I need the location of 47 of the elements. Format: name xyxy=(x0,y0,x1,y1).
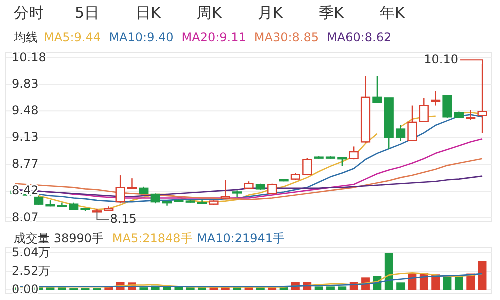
text: 年K xyxy=(380,4,406,22)
bar xyxy=(314,286,324,290)
candlestick xyxy=(442,95,452,119)
legend-title: 均线 xyxy=(13,30,38,44)
bar xyxy=(384,253,394,290)
legend-title: 成交量 38990手 xyxy=(14,231,104,246)
candlestick xyxy=(431,90,441,106)
text: MA60:8.62 xyxy=(327,30,392,44)
text: 季K xyxy=(319,4,345,22)
y-tick-label: 8.42 xyxy=(12,184,39,198)
candlestick xyxy=(302,157,312,176)
candlestick xyxy=(372,76,382,104)
text: 周K xyxy=(197,4,223,22)
bar xyxy=(478,261,487,290)
bar xyxy=(396,282,405,290)
y-tick-label: 8.07 xyxy=(12,210,39,224)
y-tick-label: 10.18 xyxy=(12,50,46,64)
bar xyxy=(338,286,347,290)
text: MA5:9.44 xyxy=(44,30,101,44)
y-tick-label: 9.83 xyxy=(12,76,39,91)
y-tick-label: 9.48 xyxy=(12,103,39,118)
text: MA30:8.85 xyxy=(254,30,319,44)
text: 日K xyxy=(136,4,162,22)
text: 月K xyxy=(258,4,284,22)
annotation: 10.10 xyxy=(424,52,459,66)
annotation: 8.15 xyxy=(110,212,137,226)
text: MA10:9.40 xyxy=(109,30,174,44)
y-tick-label: 8.77 xyxy=(12,157,39,172)
candlestick xyxy=(150,193,160,204)
candlestick xyxy=(408,105,418,142)
text: MA20:9.11 xyxy=(182,30,246,44)
candlestick xyxy=(466,110,476,121)
bar xyxy=(326,286,335,290)
text: MA10:21941手 xyxy=(197,231,286,246)
candlestick xyxy=(349,146,359,160)
candlestick xyxy=(220,179,230,200)
text: 5日 xyxy=(75,4,100,22)
text: MA5:21848手 xyxy=(112,231,193,246)
candlestick xyxy=(419,98,429,124)
y-tick-label: 2.52万 xyxy=(12,264,51,278)
candlestick xyxy=(116,174,126,204)
candlestick xyxy=(127,178,138,190)
text: 分时 xyxy=(14,4,44,22)
y-tick-label: 9.13 xyxy=(12,130,39,144)
candlestick xyxy=(396,124,406,142)
candlestick xyxy=(478,63,488,134)
y-tick-label: 5.04万 xyxy=(12,245,51,260)
